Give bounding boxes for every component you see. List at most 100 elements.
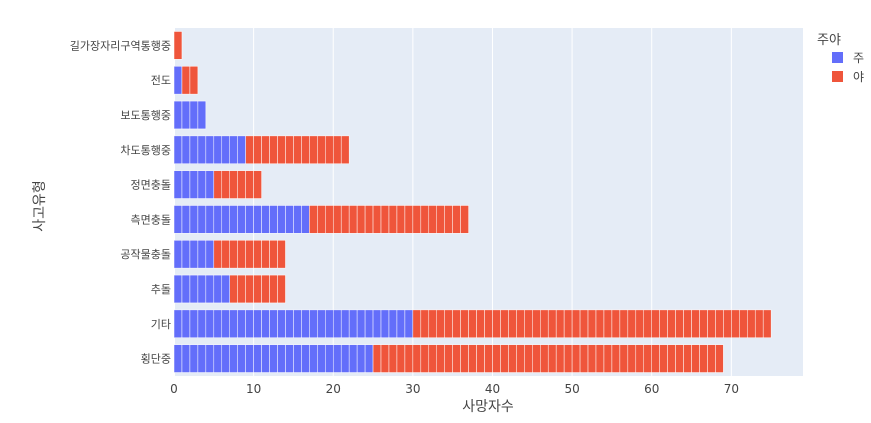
bar-segment[interactable]: [547, 344, 557, 373]
bar-segment[interactable]: [181, 344, 191, 373]
bar-segment[interactable]: [197, 135, 207, 164]
bar-segment[interactable]: [332, 344, 342, 373]
bar-segment[interactable]: [213, 309, 223, 338]
bar-segment[interactable]: [221, 170, 230, 199]
bar-segment[interactable]: [261, 240, 270, 269]
bar-segment[interactable]: [579, 344, 589, 373]
bar-segment[interactable]: [205, 309, 215, 338]
bar-segment[interactable]: [301, 344, 310, 373]
bar-segment[interactable]: [197, 100, 207, 130]
bar-segment[interactable]: [221, 344, 230, 373]
bar-segment[interactable]: [277, 344, 286, 373]
bar-segment[interactable]: [340, 205, 350, 234]
bar-segment[interactable]: [253, 344, 262, 373]
bar-segment[interactable]: [181, 240, 191, 269]
bar-segment[interactable]: [261, 205, 270, 234]
bar-segment[interactable]: [436, 205, 445, 234]
bar-segment[interactable]: [340, 135, 350, 164]
bar-segment[interactable]: [524, 309, 533, 338]
bar-segment[interactable]: [181, 274, 191, 304]
bar-segment[interactable]: [213, 205, 223, 234]
bar-segment[interactable]: [404, 309, 414, 338]
bar-segment[interactable]: [301, 205, 310, 234]
bar-segment[interactable]: [253, 135, 262, 164]
legend-swatch[interactable]: [832, 52, 843, 63]
bar-segment[interactable]: [197, 344, 207, 373]
bar-segment[interactable]: [269, 309, 278, 338]
bar-segment[interactable]: [372, 205, 382, 234]
bar-segment[interactable]: [412, 205, 422, 234]
bar-segment[interactable]: [269, 274, 278, 304]
bar-segment[interactable]: [197, 274, 207, 304]
bar-segment[interactable]: [699, 309, 708, 338]
bar-segment[interactable]: [253, 170, 262, 199]
bar-segment[interactable]: [205, 274, 215, 304]
bar-segment[interactable]: [213, 170, 223, 199]
bar-segment[interactable]: [723, 309, 732, 338]
bar-segment[interactable]: [293, 344, 302, 373]
bar-segment[interactable]: [301, 135, 310, 164]
bar-segment[interactable]: [245, 344, 254, 373]
bar-segment[interactable]: [611, 344, 621, 373]
bar-segment[interactable]: [213, 135, 223, 164]
bar-segment[interactable]: [715, 344, 724, 373]
bar-segment[interactable]: [707, 344, 716, 373]
bar-segment[interactable]: [181, 66, 191, 95]
bar-segment[interactable]: [173, 344, 183, 373]
bar-segment[interactable]: [205, 205, 215, 234]
bar-segment[interactable]: [237, 274, 246, 304]
bar-segment[interactable]: [364, 309, 374, 338]
bar-segment[interactable]: [181, 135, 191, 164]
bar-segment[interactable]: [189, 66, 199, 95]
bar-segment[interactable]: [683, 344, 692, 373]
legend-label[interactable]: 야: [853, 70, 864, 84]
bar-segment[interactable]: [293, 135, 302, 164]
bar-segment[interactable]: [277, 205, 286, 234]
bar-segment[interactable]: [699, 344, 708, 373]
bar-segment[interactable]: [444, 344, 453, 373]
bar-segment[interactable]: [364, 205, 374, 234]
bar-segment[interactable]: [269, 240, 278, 269]
bar-segment[interactable]: [420, 344, 430, 373]
bar-segment[interactable]: [396, 344, 406, 373]
bar-segment[interactable]: [340, 309, 350, 338]
bar-segment[interactable]: [643, 344, 652, 373]
bar-segment[interactable]: [285, 135, 294, 164]
bar-segment[interactable]: [261, 309, 270, 338]
bar-segment[interactable]: [245, 135, 254, 164]
bar-segment[interactable]: [540, 309, 549, 338]
bar-segment[interactable]: [547, 309, 557, 338]
bar-segment[interactable]: [428, 344, 437, 373]
bar-segment[interactable]: [619, 344, 629, 373]
bar-segment[interactable]: [619, 309, 629, 338]
bar-segment[interactable]: [245, 170, 254, 199]
bar-segment[interactable]: [516, 309, 525, 338]
bar-segment[interactable]: [484, 309, 493, 338]
bar-segment[interactable]: [245, 205, 254, 234]
bar-segment[interactable]: [229, 309, 238, 338]
bar-segment[interactable]: [452, 309, 461, 338]
bar-segment[interactable]: [675, 309, 684, 338]
bar-segment[interactable]: [643, 309, 652, 338]
bar-segment[interactable]: [388, 309, 398, 338]
bar-segment[interactable]: [253, 274, 262, 304]
bar-segment[interactable]: [444, 205, 453, 234]
bar-segment[interactable]: [452, 205, 461, 234]
bar-segment[interactable]: [229, 274, 238, 304]
bar-segment[interactable]: [587, 344, 597, 373]
bar-segment[interactable]: [261, 274, 270, 304]
bar-segment[interactable]: [269, 205, 278, 234]
bar-segment[interactable]: [579, 309, 589, 338]
bar-segment[interactable]: [388, 344, 398, 373]
bar-segment[interactable]: [189, 205, 199, 234]
bar-segment[interactable]: [754, 309, 764, 338]
bar-segment[interactable]: [325, 135, 334, 164]
bar-segment[interactable]: [325, 205, 334, 234]
bar-segment[interactable]: [516, 344, 525, 373]
bar-segment[interactable]: [348, 309, 358, 338]
bar-segment[interactable]: [476, 309, 485, 338]
bar-segment[interactable]: [309, 205, 318, 234]
bar-segment[interactable]: [197, 309, 207, 338]
bar-segment[interactable]: [285, 309, 294, 338]
bar-segment[interactable]: [492, 344, 501, 373]
